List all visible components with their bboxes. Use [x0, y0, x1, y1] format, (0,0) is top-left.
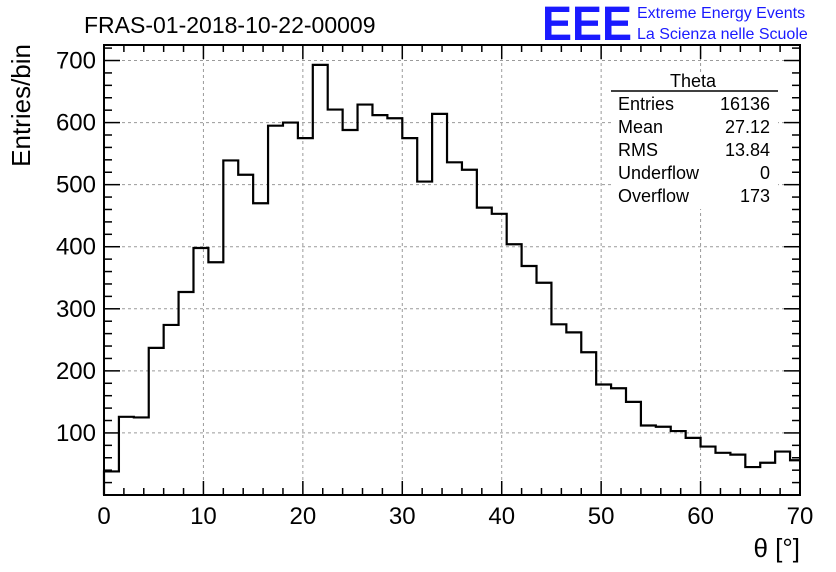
stats-row-label: RMS: [618, 140, 658, 160]
stats-row-label: Entries: [618, 94, 674, 114]
y-tick-label: 400: [56, 234, 96, 261]
stats-row-value: 13.84: [725, 140, 770, 160]
run-title: FRAS-01-2018-10-22-00009: [84, 12, 376, 38]
y-tick-label: 200: [56, 358, 96, 385]
stats-box: Theta Entries 16136 Mean 27.12 RMS 13.84…: [611, 71, 778, 209]
x-tick-label: 40: [488, 503, 515, 530]
plot-frame: [103, 44, 801, 496]
stats-row-label: Mean: [618, 117, 663, 137]
y-axis-label: Entries/bin: [6, 44, 36, 167]
stats-title: Theta: [670, 71, 717, 91]
x-tick-label: 20: [290, 503, 317, 530]
stats-row-value: 0: [760, 163, 770, 183]
histogram-series: [102, 63, 800, 495]
x-tick-label: 70: [787, 503, 814, 530]
tick-labels: 0 10 20 30 40 50 60 70 100 200 300 400 500 600 700: [56, 48, 813, 530]
stats-row-value: 27.12: [725, 117, 770, 137]
logo-line-2: La Scienza nelle Scuole: [637, 26, 808, 43]
x-tick-label: 10: [190, 503, 217, 530]
stats-row-value: 173: [740, 186, 770, 206]
x-tick-label: 0: [97, 503, 110, 530]
stats-box-background: [611, 73, 778, 209]
y-tick-label: 100: [56, 420, 96, 447]
y-tick-label: 300: [56, 296, 96, 323]
y-tick-label: 700: [56, 48, 96, 75]
x-axis-label: θ [°]: [753, 533, 800, 563]
stats-row-label: Underflow: [618, 163, 700, 183]
x-tick-label: 30: [389, 503, 416, 530]
x-tick-label: 60: [687, 503, 714, 530]
y-tick-label: 600: [56, 110, 96, 137]
y-tick-label: 500: [56, 172, 96, 199]
stats-row-label: Overflow: [618, 186, 690, 206]
x-tick-label: 50: [588, 503, 615, 530]
logo-line-1: Extreme Energy Events: [637, 5, 805, 22]
stats-row-value: 16136: [720, 94, 770, 114]
histogram-line: [102, 63, 800, 495]
eee-logo: EEE: [542, 0, 632, 51]
